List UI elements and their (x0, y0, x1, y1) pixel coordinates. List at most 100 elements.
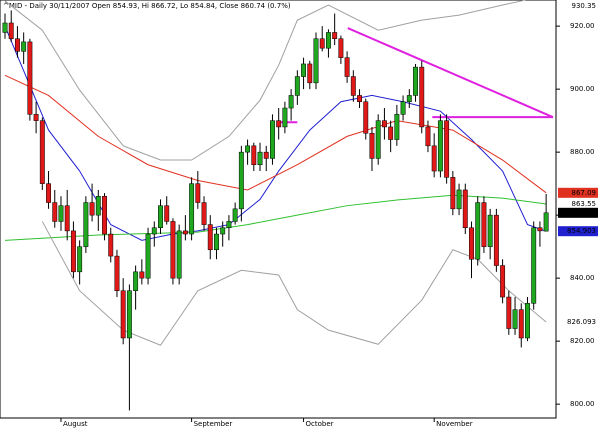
candle-body (350, 76, 356, 96)
candle-body (512, 309, 518, 329)
candle-body (195, 183, 201, 203)
candle-body (238, 151, 244, 210)
candle-body (232, 208, 238, 222)
candle-body (437, 120, 443, 172)
x-tick-label: November (436, 420, 473, 428)
candle-body (151, 227, 157, 235)
candle-body (27, 41, 33, 115)
candle-body (251, 145, 257, 165)
candle-body (493, 214, 499, 266)
candle-body (456, 189, 462, 210)
candle-body (288, 95, 294, 109)
candle-body (201, 202, 207, 225)
candle-body (425, 126, 431, 147)
candle-body (189, 183, 195, 235)
candle-body (400, 101, 406, 115)
price-label-box (558, 187, 598, 198)
candle-body (226, 221, 232, 228)
candle-body (500, 265, 506, 298)
candle-body (83, 202, 89, 247)
chart-title: ^MID - Daily 30/11/2007 Open 854.93, Hi … (3, 2, 291, 10)
y-tick-label: 920.00 (570, 22, 595, 30)
price-label: 854.903 (567, 227, 596, 235)
candle-body (145, 233, 151, 279)
candle-body (245, 145, 251, 153)
candle-body (363, 101, 369, 134)
candle-body (319, 38, 325, 49)
candle-body (394, 114, 400, 140)
candle-body (263, 151, 269, 159)
candle-body (487, 214, 493, 247)
candle-body (406, 95, 412, 102)
candle-body (214, 233, 219, 251)
candle-body (531, 227, 537, 304)
plot-layer (2, 0, 554, 411)
y-tick-label: 840.00 (570, 274, 595, 282)
indicator-line (4, 0, 527, 161)
y-tick-label: 800.00 (570, 400, 595, 408)
candle-body (8, 22, 14, 39)
candle-body (357, 95, 362, 102)
price-label: 930.35 (572, 2, 597, 10)
candle-body (39, 120, 45, 184)
candle-body (388, 126, 394, 140)
indicator-line (4, 74, 547, 194)
candle-body (543, 212, 549, 232)
candle-body (506, 296, 512, 329)
candle-body (325, 32, 331, 49)
candle-body (114, 255, 120, 291)
candle-body (375, 120, 381, 159)
y-tick-label: 880.00 (570, 148, 595, 156)
candle-body (270, 120, 275, 159)
x-tick-label: August (63, 420, 88, 428)
candle-body (158, 205, 163, 228)
candle-body (102, 195, 107, 235)
candle-body (276, 120, 282, 128)
candle-body (176, 230, 182, 279)
candle-body (64, 205, 70, 232)
price-label-box (558, 207, 598, 218)
candle-body (462, 189, 468, 228)
candle-body (139, 271, 145, 279)
candle-body (2, 22, 8, 33)
y-tick-label: 900.00 (570, 85, 595, 93)
candle-body (469, 227, 474, 260)
candle-body (282, 107, 288, 128)
price-label: 867.09 (572, 189, 597, 197)
candle-body (21, 41, 27, 52)
candle-body (77, 246, 83, 273)
candle-body (58, 205, 64, 222)
candle-body (475, 202, 481, 260)
candle-body (182, 230, 188, 235)
candle-body (313, 38, 319, 84)
price-label: 863.55 (572, 200, 597, 208)
candle-body (257, 151, 263, 165)
candle-body (95, 195, 101, 216)
candle-body (133, 271, 139, 291)
candle-body (164, 205, 170, 222)
x-tick-label: September (194, 420, 233, 428)
candle-body (381, 120, 387, 128)
candle-body (525, 303, 530, 339)
candle-body (537, 227, 543, 232)
candle-body (369, 132, 375, 159)
candle-body (338, 38, 344, 58)
candle-body (14, 38, 20, 52)
candle-body (120, 290, 126, 339)
plot-area (0, 0, 557, 419)
candle-body (450, 177, 456, 210)
y-tick-label: 820.00 (570, 337, 595, 345)
candle-body (33, 114, 39, 121)
candle-body (207, 224, 213, 251)
candle-body (52, 202, 58, 222)
candle-body (46, 183, 51, 203)
trendline (347, 27, 554, 119)
candle-body (344, 57, 350, 77)
candle-body (481, 202, 487, 247)
candle-body (307, 63, 313, 84)
candle-body (89, 202, 95, 216)
candle-body (301, 63, 307, 77)
candle-body (419, 66, 425, 128)
candle-body (518, 309, 524, 339)
